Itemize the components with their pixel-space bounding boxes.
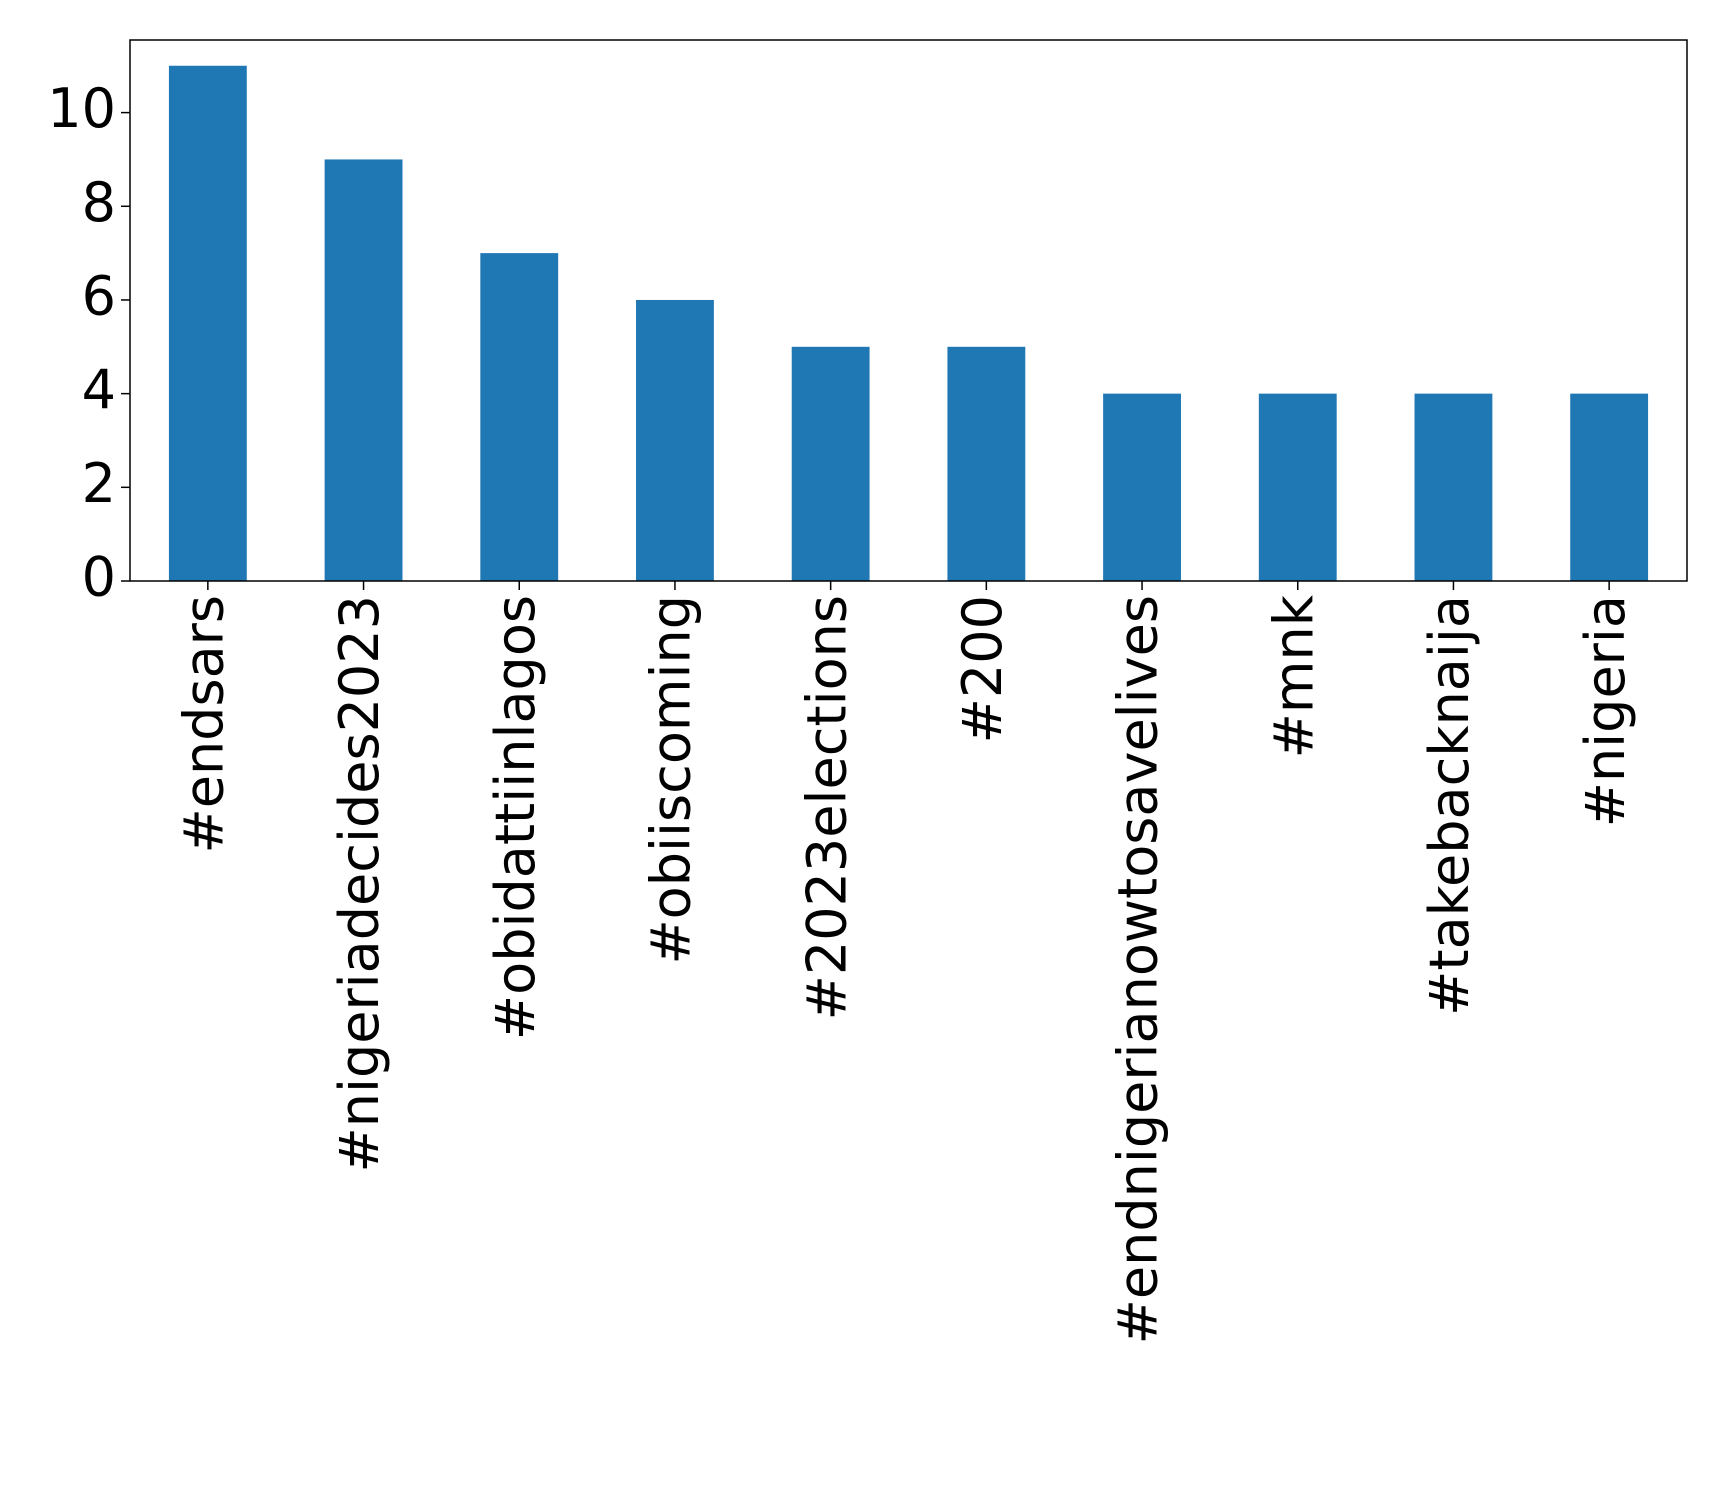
y-tick-label: 8 [82,171,116,234]
bar [1414,393,1493,581]
y-tick-label: 4 [82,358,116,421]
bar [791,346,870,581]
plot-frame [129,39,1688,582]
bar [1103,393,1181,581]
x-tick-label: #mnk [1262,594,1325,758]
x-tick-label: #nigeriadecides2023 [328,595,391,1173]
x-tick-label: #nigeria [1574,595,1637,827]
bar [947,346,1026,581]
bar [480,253,559,581]
x-tick-label: #obidattiinlagos [484,595,547,1040]
y-tick-label: 6 [82,265,116,328]
x-tick-label: #endsars [172,595,235,854]
x-tick-label: #2023elections [795,595,858,1020]
x-tick-label: #200 [951,595,1014,743]
bar [1258,393,1337,581]
bar [324,159,403,581]
y-tick-label: 10 [47,77,116,140]
bar [1570,393,1649,581]
x-tick-label: #obiiscoming [640,595,703,965]
bar [168,65,247,581]
y-tick-label: 0 [82,546,116,609]
bar [636,299,714,581]
x-tick-label: #takebacknaija [1418,595,1481,1016]
y-tick-label: 2 [82,452,116,515]
x-tick-label: #endnigerianowtosavelives [1107,595,1170,1344]
